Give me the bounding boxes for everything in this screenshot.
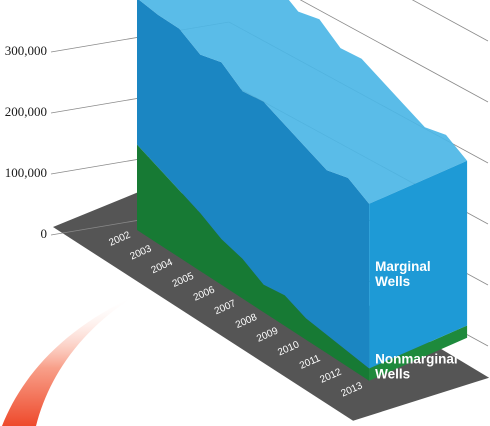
area-series <box>137 0 468 381</box>
series-label-nonmarginal: Nonmarginal <box>375 352 458 367</box>
y-axis-ticks: 0100,000200,000300,000400,000500,000600,… <box>5 43 48 241</box>
series-label-marginal: Marginal <box>375 259 431 274</box>
nonmarginal-wells-endcap <box>369 325 468 381</box>
y-tick-label: 0 <box>41 226 48 241</box>
y-tick-label: 100,000 <box>5 165 47 180</box>
marginal-wells-endcap <box>369 160 468 369</box>
series-label-marginal-line2: Wells <box>375 274 410 289</box>
nonmarginal-wells-face <box>137 144 370 381</box>
marginal-wells-face <box>137 0 370 369</box>
decorative-swoosh <box>2 296 135 426</box>
y-tick-label: 300,000 <box>5 43 47 58</box>
series-label-nonmarginal-line2: Wells <box>375 367 410 382</box>
y-tick-label: 200,000 <box>5 104 47 119</box>
marginal-wells-top <box>139 0 468 204</box>
gridline <box>299 0 489 103</box>
